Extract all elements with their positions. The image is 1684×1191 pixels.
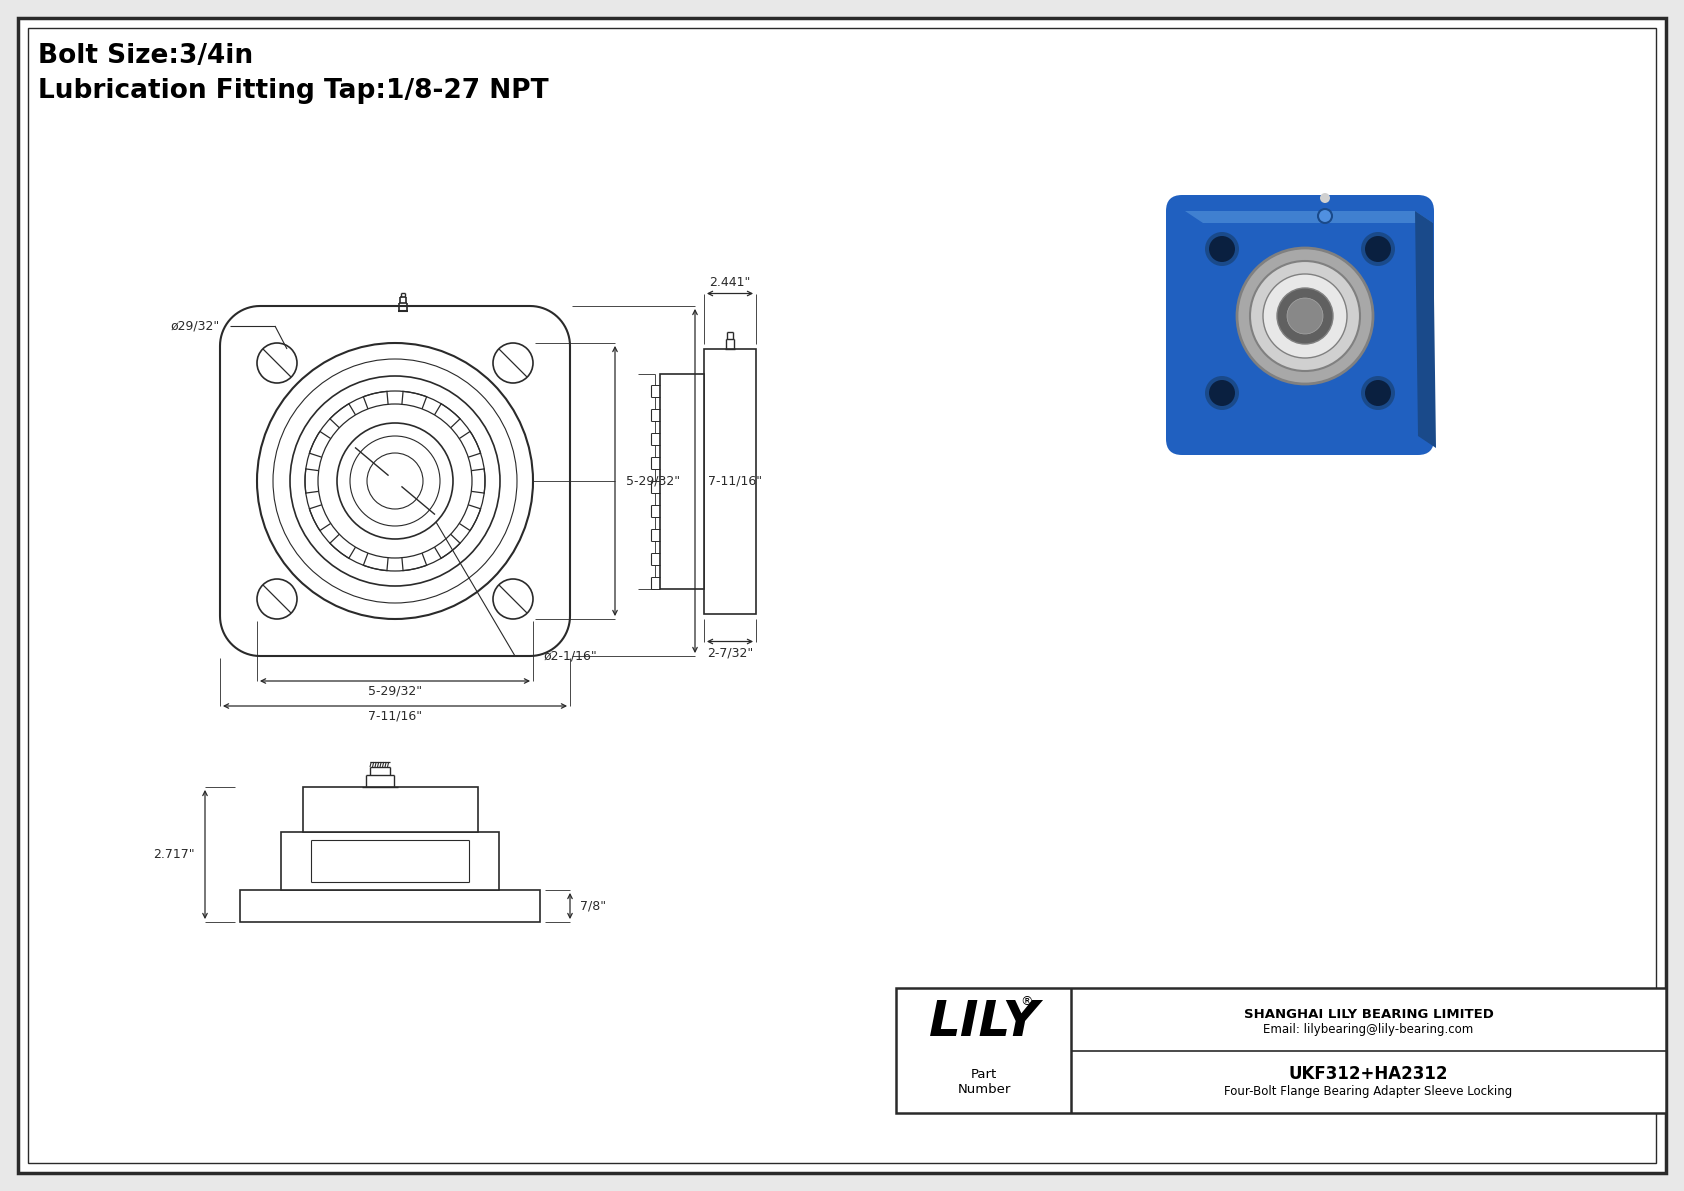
Bar (281, 833, 498, 890)
Circle shape (1238, 248, 1372, 384)
Circle shape (1263, 274, 1347, 358)
Text: LILY: LILY (928, 998, 1039, 1046)
Circle shape (1276, 288, 1334, 344)
Text: SHANGHAI LILY BEARING LIMITED: SHANGHAI LILY BEARING LIMITED (1243, 1008, 1494, 1021)
Circle shape (1206, 232, 1239, 266)
Bar (241, 890, 541, 922)
Text: 7-11/16": 7-11/16" (707, 474, 763, 487)
Circle shape (493, 343, 534, 384)
Text: 7-11/16": 7-11/16" (367, 710, 423, 723)
Text: 5-29/32": 5-29/32" (626, 474, 680, 487)
Circle shape (1250, 261, 1361, 372)
Bar (704, 349, 756, 613)
Text: UKF312+HA2312: UKF312+HA2312 (1288, 1065, 1448, 1083)
Polygon shape (1186, 211, 1433, 223)
Text: ®: ® (1021, 996, 1032, 1009)
Text: ø2-1/16": ø2-1/16" (542, 649, 596, 662)
Text: Four-Bolt Flange Bearing Adapter Sleeve Locking: Four-Bolt Flange Bearing Adapter Sleeve … (1224, 1085, 1512, 1098)
Bar (660, 374, 704, 588)
Polygon shape (221, 306, 569, 656)
Circle shape (1319, 208, 1332, 223)
Polygon shape (1415, 211, 1436, 448)
Circle shape (1320, 193, 1330, 202)
Circle shape (1366, 380, 1391, 406)
Bar (303, 787, 478, 833)
Circle shape (258, 579, 296, 619)
Circle shape (350, 436, 440, 526)
Circle shape (1366, 236, 1391, 262)
Circle shape (318, 404, 472, 559)
Text: 2-7/32": 2-7/32" (707, 646, 753, 659)
Circle shape (493, 579, 534, 619)
Circle shape (1209, 236, 1234, 262)
Circle shape (1361, 232, 1394, 266)
Circle shape (305, 391, 485, 570)
Bar (896, 989, 1665, 1114)
Text: Bolt Size:3/4in: Bolt Size:3/4in (39, 43, 253, 69)
Circle shape (273, 358, 517, 603)
Circle shape (1361, 376, 1394, 410)
Circle shape (258, 343, 296, 384)
Circle shape (1287, 298, 1324, 333)
Text: Email: lilybearing@lily-bearing.com: Email: lilybearing@lily-bearing.com (1263, 1023, 1474, 1036)
Text: ø29/32": ø29/32" (170, 319, 221, 332)
Text: Lubrication Fitting Tap:1/8-27 NPT: Lubrication Fitting Tap:1/8-27 NPT (39, 77, 549, 104)
Text: 5-29/32": 5-29/32" (367, 685, 423, 698)
Text: Part
Number: Part Number (957, 1068, 1010, 1096)
Circle shape (337, 423, 453, 540)
Circle shape (1209, 380, 1234, 406)
Text: 7/8": 7/8" (579, 899, 606, 912)
Circle shape (1206, 376, 1239, 410)
Text: 2.717": 2.717" (153, 848, 195, 861)
Circle shape (290, 376, 500, 586)
Circle shape (258, 343, 534, 619)
Text: 2.441": 2.441" (709, 276, 751, 289)
FancyBboxPatch shape (1165, 195, 1435, 455)
Circle shape (367, 453, 423, 509)
